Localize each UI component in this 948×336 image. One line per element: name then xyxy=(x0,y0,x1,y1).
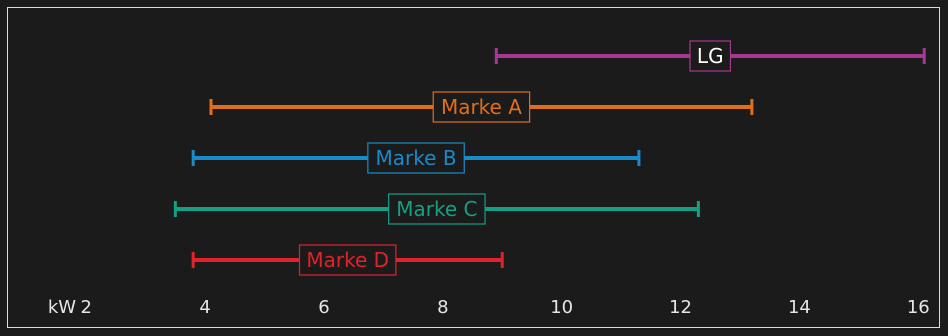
range-label-lg: LG xyxy=(697,44,724,68)
x-tick-label-8: 8 xyxy=(437,297,448,318)
range-marke-d: Marke D xyxy=(191,244,504,276)
range-label-box-marke-b xyxy=(367,142,465,174)
x-tick-label-10: 10 xyxy=(550,297,573,318)
ranges-layer: LG Marke A Marke B Marke C Marke D xyxy=(173,40,926,276)
range-label-marke-b: Marke B xyxy=(376,146,457,170)
x-tick-label-4: 4 xyxy=(199,297,210,318)
range-label-box-marke-a xyxy=(432,91,531,123)
range-label-marke-c: Marke C xyxy=(396,197,477,221)
range-label-box-lg xyxy=(689,40,732,72)
range-label-marke-d: Marke D xyxy=(306,248,389,272)
range-marke-a: Marke A xyxy=(209,91,754,123)
range-marke-b: Marke B xyxy=(191,142,641,174)
unit-label: kW xyxy=(48,297,76,318)
x-tick-label-14: 14 xyxy=(788,297,811,318)
x-tick-label-16: 16 xyxy=(907,297,930,318)
x-tick-label-6: 6 xyxy=(318,297,329,318)
x-tick-label-2: 2 xyxy=(80,297,91,318)
range-marke-c: Marke C xyxy=(173,193,700,225)
x-axis: kW 2 4 6 8 10 12 14 16 xyxy=(48,297,930,318)
x-tick-label-12: 12 xyxy=(669,297,692,318)
range-label-marke-a: Marke A xyxy=(441,95,522,119)
chart-border xyxy=(7,7,940,328)
range-label-box-marke-d xyxy=(298,244,397,276)
range-lg: LG xyxy=(494,40,926,72)
range-label-box-marke-c xyxy=(388,193,486,225)
